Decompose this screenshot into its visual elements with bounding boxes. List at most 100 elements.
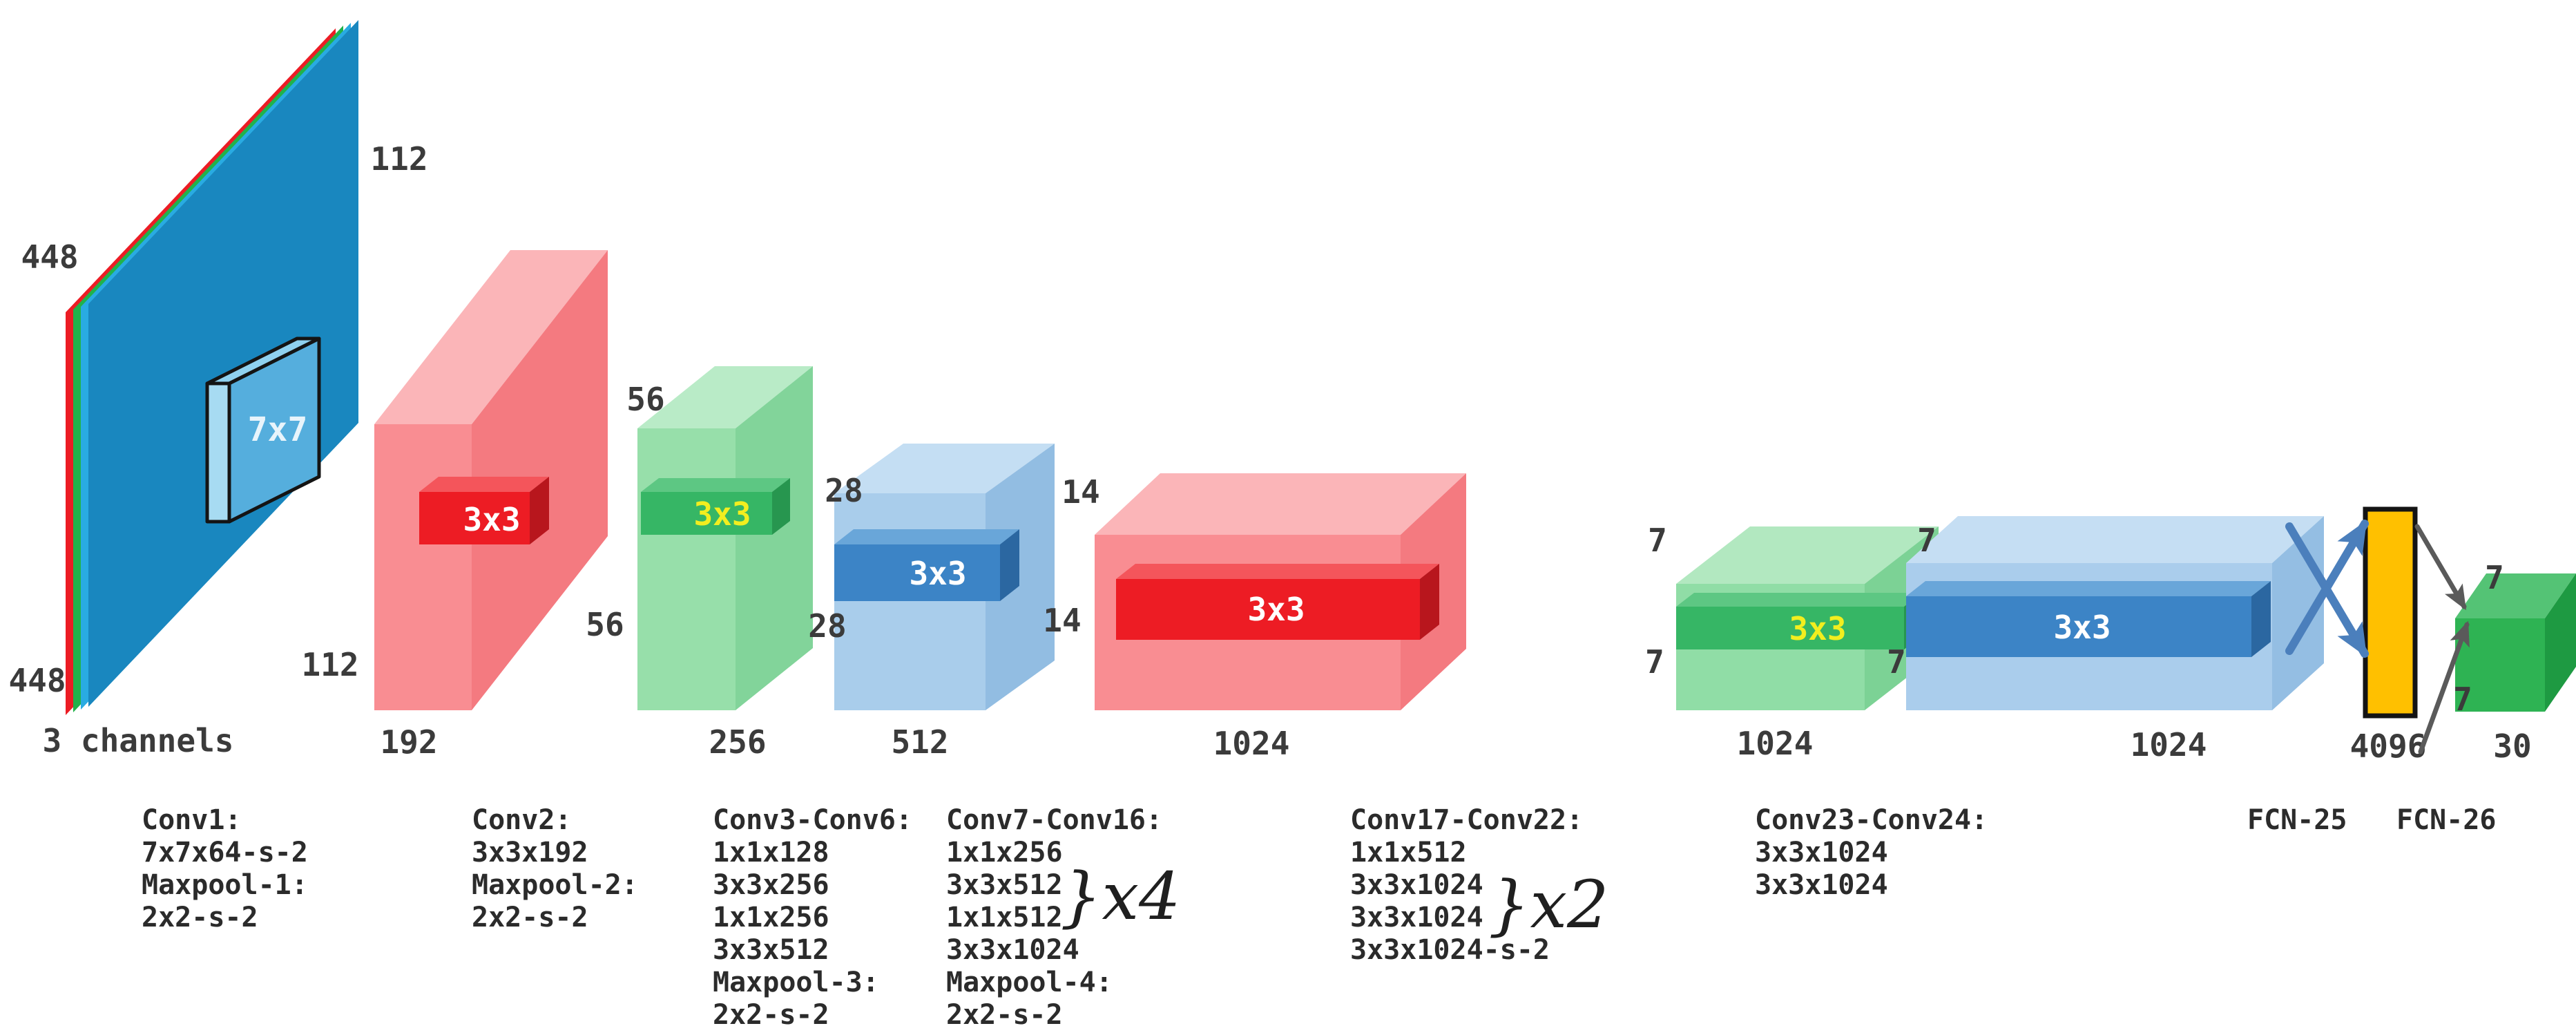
feature-map-56x56x256-dim-label: 256 xyxy=(709,723,766,761)
feature-map-7x7x1024-blue-dim-label: 1024 xyxy=(2131,726,2207,763)
output-cube-dim-label: 7 xyxy=(2485,559,2504,596)
fc-bar-label: 4096 xyxy=(2350,728,2427,765)
layer-caption-col3-line7: 2x2-s-2 xyxy=(713,999,829,1031)
layer-caption-col4-line3: 3x3x512 xyxy=(946,869,1063,901)
fc-vector-4096 xyxy=(2363,506,2418,719)
layer-caption-col4-line2: 1x1x256 xyxy=(946,837,1063,868)
repeat-multiplier-1: }x4 xyxy=(1060,859,1180,935)
feature-map-112x112x192-dim-label: 112 xyxy=(370,140,427,178)
output-tensor-7x7x30-top-face xyxy=(2455,573,2576,618)
feature-map-14x14x1024-kernel-label: 3x3 xyxy=(1247,591,1305,628)
layer-caption-col5-line1: Conv17-Conv22: xyxy=(1350,804,1583,836)
feature-map-28x28x512-dim-label: 28 xyxy=(808,607,846,645)
feature-map-7x7x1024-blue-kernel-3x3-front-face xyxy=(1906,596,2251,657)
feature-map-28x28x512-kernel-3x3-right-face xyxy=(1000,529,1019,601)
input-dim-label: 3 channels xyxy=(43,722,234,759)
feature-map-28x28x512-front-face xyxy=(834,493,986,710)
layer-caption-col3-line1: Conv3-Conv6: xyxy=(713,804,912,836)
feature-map-28x28x512-kernel-label: 3x3 xyxy=(909,555,966,592)
layer-caption-col1-line4: 2x2-s-2 xyxy=(142,902,258,933)
output-tensor-7x7x30-front-face xyxy=(2455,618,2545,712)
feature-map-7x7x1024-green-kernel-label: 3x3 xyxy=(1789,610,1846,647)
feature-map-112x112x192-top-face xyxy=(374,250,608,424)
output-cube-dim-label: 7 xyxy=(2453,681,2472,718)
feature-map-7x7x1024-blue-kernel-label: 3x3 xyxy=(2053,609,2111,646)
feature-map-28x28x512-dim-label: 28 xyxy=(825,472,863,509)
feature-map-14x14x1024-dim-label: 14 xyxy=(1061,473,1099,511)
feature-map-14x14x1024-kernel-3x3-right-face xyxy=(1420,564,1439,640)
layer-caption-col4-line1: Conv7-Conv16: xyxy=(946,804,1162,836)
layer-caption-col2-line1: Conv2: xyxy=(472,804,572,836)
feature-map-112x112x192-front-face xyxy=(374,424,472,710)
feature-map-56x56x256-kernel-3x3-right-face xyxy=(772,478,790,535)
input-face-blue xyxy=(88,20,358,707)
fc-connection-arrow-blue-2 xyxy=(2285,522,2369,658)
layer-caption-col4-line4: 1x1x512 xyxy=(946,902,1063,933)
feature-map-14x14x1024-kernel-3x3-top-face xyxy=(1116,564,1439,579)
layer-caption-col1-line1: Conv1: xyxy=(142,804,242,836)
feature-map-112x112x192-kernel-3x3-front-face xyxy=(419,492,530,544)
layer-caption-col3-line3: 3x3x256 xyxy=(713,869,829,901)
layer-caption-col4-line5: 3x3x1024 xyxy=(946,934,1079,966)
feature-map-7x7x1024-green-dim-label: 7 xyxy=(1648,522,1667,559)
feature-map-7x7x1024-blue-kernel-3x3-top-face xyxy=(1906,581,2271,596)
feature-map-7x7x1024-green-dim-label: 1024 xyxy=(1737,725,1814,762)
feature-map-56x56x256-kernel-3x3-front-face xyxy=(641,492,772,535)
feature-map-112x112x192-dim-label: 192 xyxy=(380,723,437,761)
feature-map-56x56x256-dim-label: 56 xyxy=(626,381,664,418)
layer-caption-col6-line2: 3x3x1024 xyxy=(1755,837,1888,868)
layer-caption-col2-line4: 2x2-s-2 xyxy=(472,902,588,933)
feature-map-7x7x1024-blue-dim-label: 7 xyxy=(1917,522,1936,559)
layer-caption-col6-line3: 3x3x1024 xyxy=(1755,869,1888,901)
feature-map-14x14x1024-top-face xyxy=(1095,473,1466,535)
fc-connection-arrow-gray-1 xyxy=(2414,524,2467,611)
fc-connection-arrow-gray-2 xyxy=(2418,620,2470,754)
feature-map-14x14x1024-dim-label: 14 xyxy=(1043,602,1081,639)
layer-caption-col7-line1: FCN-25 xyxy=(2247,804,2347,836)
layer-caption-col6-line1: Conv23-Conv24: xyxy=(1755,804,1988,836)
layer-caption-col5-line4: 3x3x1024 xyxy=(1350,902,1483,933)
feature-map-7x7x1024-blue-kernel-3x3-right-face xyxy=(2251,581,2271,657)
feature-map-56x56x256-dim-label: 56 xyxy=(586,606,624,643)
feature-map-28x28x512-kernel-3x3-front-face xyxy=(834,544,1000,601)
feature-map-112x112x192-kernel-3x3-right-face xyxy=(530,477,549,544)
input-dim-label: 448 xyxy=(8,662,66,699)
layer-caption-col4-line6: Maxpool-4: xyxy=(946,967,1113,998)
feature-map-7x7x1024-green-dim-label: 7 xyxy=(1645,643,1664,681)
feature-map-112x112x192-dim-label: 112 xyxy=(301,646,358,683)
layer-caption-col8-line1: FCN-26 xyxy=(2396,804,2497,836)
output-tensor-7x7x30-right-face xyxy=(2545,573,2576,712)
feature-map-7x7x1024-green-kernel-3x3-top-face xyxy=(1676,593,1922,607)
feature-map-7x7x1024-blue-dim-label: 7 xyxy=(1887,643,1906,681)
feature-map-56x56x256-top-face xyxy=(637,366,813,428)
repeat-multiplier-2: }x2 xyxy=(1488,867,1608,943)
feature-map-7x7x1024-green-kernel-3x3-front-face xyxy=(1676,607,1904,649)
feature-map-56x56x256-kernel-3x3-top-face xyxy=(641,478,790,492)
feature-map-14x14x1024-kernel-3x3-front-face xyxy=(1116,579,1420,640)
output-cube-dim-label: 30 xyxy=(2493,728,2531,765)
layer-caption-col3-line5: 3x3x512 xyxy=(713,934,829,966)
layer-caption-col3-line2: 1x1x128 xyxy=(713,837,829,868)
layer-caption-col4-line7: 2x2-s-2 xyxy=(946,999,1063,1031)
feature-map-7x7x1024-green-top-face xyxy=(1676,526,1939,584)
layer-caption-col5-line3: 3x3x1024 xyxy=(1350,869,1483,901)
feature-map-28x28x512-kernel-3x3-top-face xyxy=(834,529,1019,544)
feature-map-28x28x512-dim-label: 512 xyxy=(891,723,948,761)
layer-caption-col2-line3: Maxpool-2: xyxy=(472,869,638,901)
layer-caption-col3-line4: 1x1x256 xyxy=(713,902,829,933)
feature-map-112x112x192-kernel-3x3-top-face xyxy=(419,477,549,492)
layer-caption-col1-line2: 7x7x64-s-2 xyxy=(142,837,308,868)
input-dim-label: 448 xyxy=(21,238,78,276)
kernel-7x7-front-face xyxy=(205,381,231,524)
feature-map-7x7x1024-blue-top-face xyxy=(1906,516,2324,563)
feature-map-56x56x256-kernel-label: 3x3 xyxy=(693,495,751,533)
layer-caption-col5-line5: 3x3x1024-s-2 xyxy=(1350,934,1550,966)
feature-map-56x56x256-right-face xyxy=(736,366,813,710)
layer-caption-col3-line6: Maxpool-3: xyxy=(713,967,879,998)
feature-map-56x56x256-front-face xyxy=(637,428,736,710)
feature-map-112x112x192-kernel-label: 3x3 xyxy=(463,501,520,538)
feature-map-28x28x512-right-face xyxy=(986,444,1055,710)
layer-caption-col5-line2: 1x1x512 xyxy=(1350,837,1467,868)
